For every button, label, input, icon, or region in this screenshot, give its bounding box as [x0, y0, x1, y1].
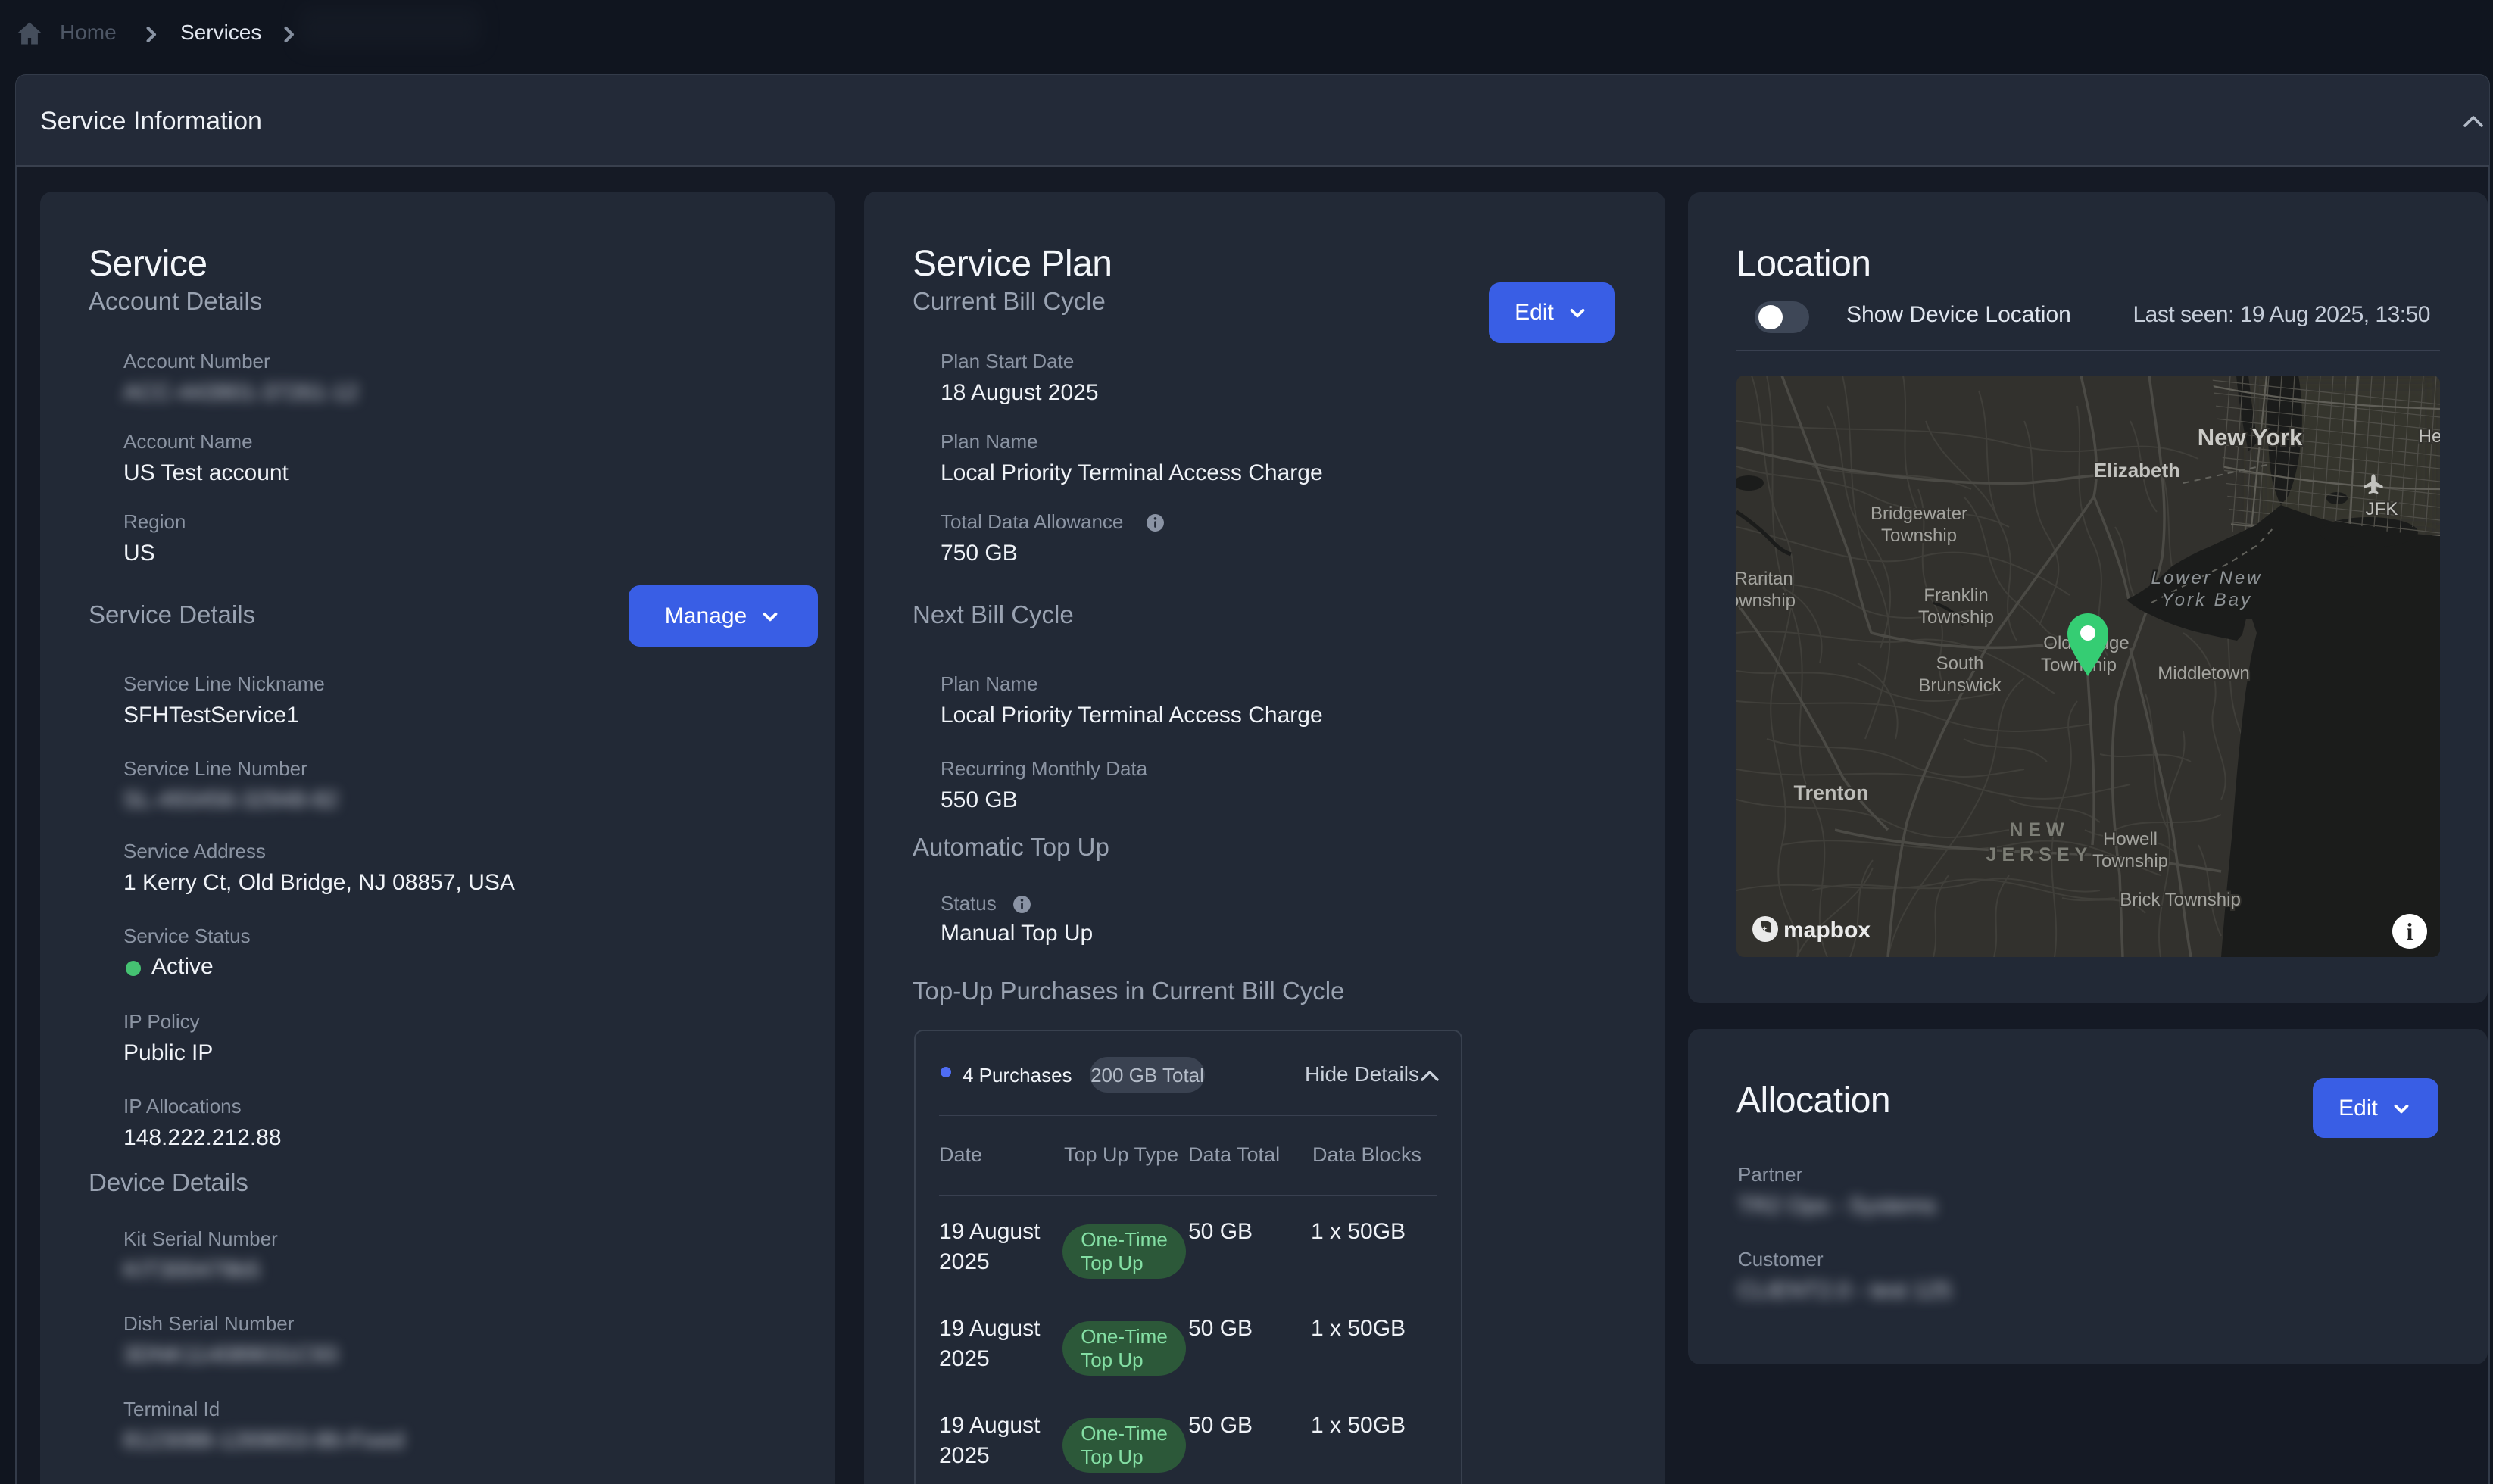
svg-text:NEW: NEW [2009, 819, 2069, 840]
svg-text:York Bay: York Bay [2161, 590, 2252, 610]
svg-text:JERSEY: JERSEY [1986, 844, 2093, 865]
svg-text:Township: Township [1736, 591, 1796, 611]
svg-text:Township: Township [1881, 525, 1957, 546]
svg-text:Township: Township [1918, 607, 1994, 628]
svg-text:Brunswick: Brunswick [1918, 675, 2002, 696]
svg-text:JFK: JFK [2366, 499, 2398, 519]
svg-text:i: i [2407, 918, 2413, 945]
svg-text:Raritan: Raritan [1736, 569, 1793, 589]
svg-text:New York: New York [2198, 424, 2303, 450]
svg-text:Lower New: Lower New [2151, 568, 2262, 588]
svg-text:Township: Township [2092, 851, 2168, 871]
svg-text:Elizabeth: Elizabeth [2094, 459, 2180, 482]
svg-text:South: South [1936, 653, 1984, 674]
svg-text:Trenton: Trenton [1794, 781, 1869, 804]
svg-text:mapbox: mapbox [1783, 918, 1871, 943]
svg-text:Her: Her [2419, 426, 2440, 447]
svg-text:Middletown: Middletown [2158, 663, 2249, 684]
svg-text:Brick Township: Brick Township [2120, 890, 2241, 910]
svg-text:Franklin: Franklin [1924, 585, 1988, 606]
svg-text:Howell: Howell [2103, 829, 2158, 850]
svg-text:Bridgewater: Bridgewater [1871, 504, 1967, 524]
